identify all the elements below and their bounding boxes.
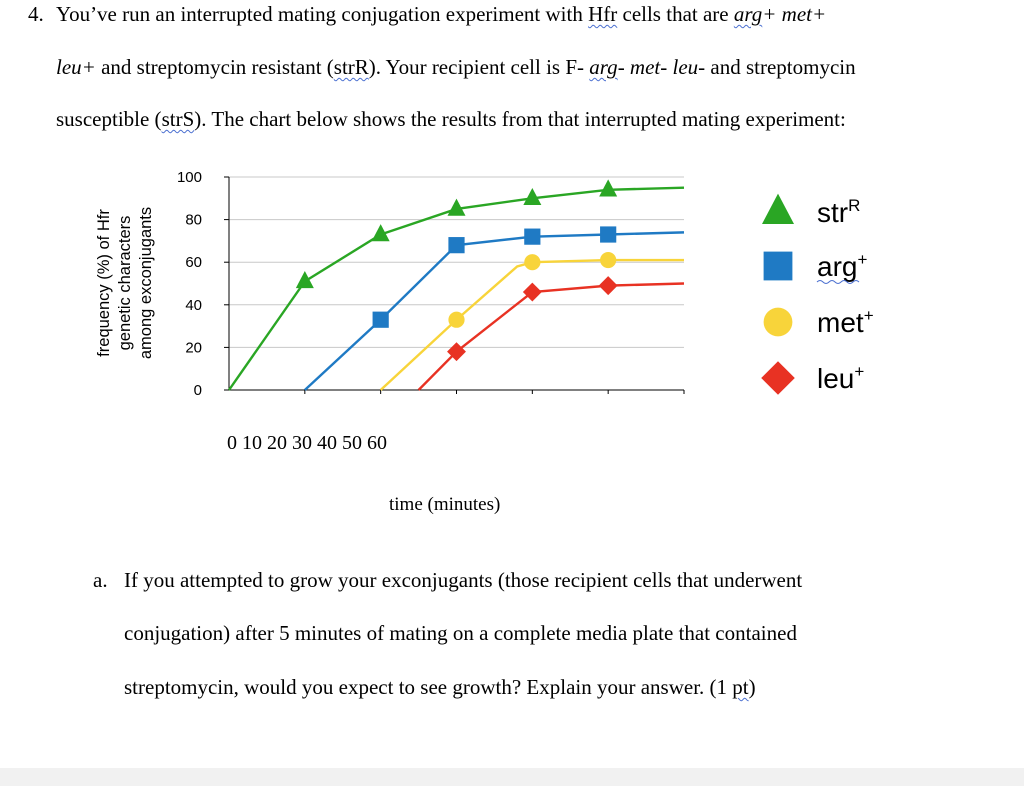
q1-text-b: cells that are — [617, 2, 734, 26]
q2-text-c: ). Your recipient cell is F- — [368, 55, 590, 79]
series-arg — [304, 226, 685, 391]
y-tick-label-20: 20 — [185, 339, 202, 356]
question-line-2: leu+ and streptomycin resistant (strR). … — [56, 55, 856, 80]
part-a-line-2: conjugation) after 5 minutes of mating o… — [124, 621, 797, 645]
legend-label-base: leu — [817, 363, 854, 394]
part-a-label: a. — [93, 568, 108, 592]
y-tick-label-40: 40 — [185, 297, 202, 314]
legend-label-leu: leu+ — [817, 362, 864, 394]
y-tick-label-100: 100 — [177, 169, 202, 186]
point-arg-30 — [448, 237, 465, 254]
part-a-line-1: If you attempted to grow your exconjugan… — [124, 568, 803, 592]
q2-leu: leu+ — [56, 55, 96, 79]
legend-label-superscript: R — [848, 196, 860, 215]
legend-marker-met — [763, 307, 793, 337]
point-met-40 — [524, 254, 541, 271]
q3-strS: strS — [161, 107, 195, 131]
chart-axes: 0 20 40 60 80 100 — [177, 169, 685, 399]
q1-text-c: + met+ — [762, 2, 827, 26]
q1-arg: arg — [733, 2, 763, 26]
point-met-50 — [600, 251, 617, 269]
q2-strR: strR — [333, 55, 369, 79]
series-line-leu — [417, 282, 685, 391]
legend-label-superscript: + — [857, 250, 867, 269]
legend-item-met: met+ — [763, 306, 874, 338]
legend-spellcheck-underline — [816, 280, 860, 284]
x-axis-label: time (minutes) — [389, 494, 501, 515]
legend-marker-arg — [763, 251, 793, 281]
q2-text-e: and streptomycin — [705, 55, 856, 79]
y-axis-label-1: frequency (%) of Hfr — [95, 209, 113, 357]
legend-label-base: str — [817, 197, 848, 228]
legend-label-superscript: + — [864, 306, 874, 325]
chart-series — [228, 179, 685, 391]
legend-label-superscript: + — [854, 362, 864, 381]
question-line-3: susceptible (strS). The chart below show… — [56, 107, 846, 132]
part-a-pt: pt — [732, 675, 749, 699]
point-strR-30 — [447, 198, 466, 216]
series-strR — [228, 179, 685, 391]
part-a-line-3-text: streptomycin, would you expect to see gr… — [124, 675, 733, 699]
q2-arg: arg — [589, 55, 618, 79]
y-tick-label-80: 80 — [185, 212, 202, 229]
q2-text-d: - met- leu- — [617, 55, 706, 79]
part-a-line-3: streptomycin, would you expect to see gr… — [124, 675, 756, 700]
legend-item-arg: arg+ — [763, 250, 867, 284]
y-tick-label-0: 0 — [194, 382, 202, 399]
legend-marker-leu — [761, 361, 795, 395]
question-line-1: You’ve run an interrupted mating conjuga… — [56, 2, 826, 27]
series-met — [379, 251, 684, 391]
q3-text-b: ). The chart below shows the results fro… — [194, 107, 846, 131]
point-leu-30 — [447, 342, 466, 362]
q1-hfr: Hfr — [588, 2, 618, 26]
y-tick-label-60: 60 — [185, 254, 202, 271]
series-line-met — [379, 258, 684, 391]
legend-marker-str — [762, 193, 794, 224]
page-bottom-edge — [0, 768, 1024, 786]
point-arg-40 — [524, 228, 541, 245]
point-arg-20 — [372, 311, 389, 328]
x-tick-labels: 0 10 20 30 40 50 60 — [227, 432, 387, 454]
series-line-arg — [304, 231, 685, 391]
point-arg-50 — [600, 226, 617, 243]
point-strR-40 — [523, 187, 542, 206]
point-leu-40 — [522, 282, 542, 302]
point-strR-10 — [295, 271, 314, 289]
legend-label-base: met — [817, 307, 864, 338]
q2-text-b: and streptomycin resistant ( — [95, 55, 334, 79]
legend-item-str: strR — [762, 193, 860, 228]
y-axis-label-3: among exconjugants — [137, 207, 155, 359]
legend-label-str: strR — [817, 196, 860, 228]
point-strR-50 — [599, 179, 618, 197]
legend-label-base: arg — [817, 251, 857, 282]
legend-label-met: met+ — [817, 306, 874, 338]
y-axis-label-2: genetic characters — [116, 216, 134, 351]
q3-text-a: susceptible ( — [56, 107, 162, 131]
legend-item-leu: leu+ — [761, 361, 864, 395]
point-leu-50 — [598, 276, 618, 296]
legend-label-arg: arg+ — [817, 250, 867, 282]
question-number: 4. — [28, 2, 44, 26]
part-a-line-3-end: ) — [748, 675, 756, 699]
q1-text-a: You’ve run an interrupted mating conjuga… — [56, 2, 589, 26]
point-strR-20 — [371, 224, 390, 242]
point-met-30 — [448, 311, 465, 328]
series-leu — [417, 276, 685, 391]
